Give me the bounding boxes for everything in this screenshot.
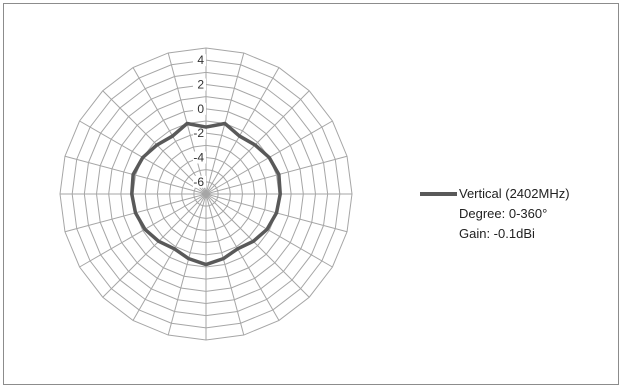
grid-spoke	[167, 193, 207, 336]
grid-spoke	[205, 90, 310, 195]
radial-tick-label: -6	[193, 175, 204, 189]
tick-label-bg	[193, 78, 206, 91]
radar-chart: 4 2 0 -2 -4 -6	[59, 47, 353, 341]
legend-entry: Vertical (2402MHz)	[420, 184, 570, 204]
grid-spoke	[205, 155, 348, 195]
legend-swatch	[420, 192, 457, 196]
legend-degree-text: Degree: 0-360°	[459, 206, 548, 221]
grid-spoke	[205, 67, 280, 195]
grid-spoke	[102, 193, 207, 298]
radial-tick-label: -4	[193, 151, 204, 165]
tick-label-bg	[193, 175, 206, 188]
legend-gain-text: Gain: -0.1dBi	[459, 226, 535, 241]
tick-label-bg	[193, 102, 206, 115]
grid-spoke	[205, 193, 245, 336]
grid-spoke	[132, 67, 207, 195]
tick-label-bg	[193, 151, 206, 164]
grid-spoke	[205, 193, 333, 268]
radial-tick-label: -2	[193, 126, 204, 140]
radial-tick-label: 0	[197, 102, 204, 116]
radar-grid	[59, 47, 353, 341]
grid-spoke	[64, 155, 207, 195]
grid-spoke	[102, 90, 207, 195]
series-line	[130, 121, 282, 267]
radial-tick-label: 4	[197, 53, 204, 67]
radial-tick-labels: 4 2 0 -2 -4 -6	[193, 53, 206, 189]
grid-spoke	[205, 193, 280, 321]
grid-spoke	[79, 193, 207, 268]
legend-series-label: Vertical (2402MHz)	[459, 186, 570, 201]
tick-label-bg	[193, 54, 206, 67]
tick-label-bg	[193, 127, 206, 140]
chart-frame: 4 2 0 -2 -4 -6 Vertical (2402MHz) Degree: 0-3…	[3, 3, 619, 385]
legend: Vertical (2402MHz) Degree: 0-360° Gain: …	[420, 184, 570, 244]
grid-spoke	[205, 193, 310, 298]
radial-tick-label: 2	[197, 78, 204, 92]
series-layer	[130, 121, 282, 267]
grid-spoke	[132, 193, 207, 321]
